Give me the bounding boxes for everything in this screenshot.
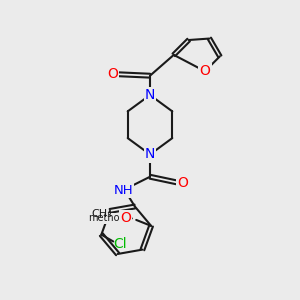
Text: Cl: Cl [113, 237, 127, 250]
Text: methoxy: methoxy [88, 213, 131, 224]
Text: O: O [120, 212, 131, 225]
Text: N: N [145, 88, 155, 102]
Text: O: O [120, 212, 131, 225]
Text: O: O [200, 64, 210, 78]
Text: N: N [145, 148, 155, 161]
Text: NH: NH [113, 184, 133, 196]
Text: CH₃: CH₃ [91, 209, 112, 219]
Text: O: O [177, 176, 188, 190]
Text: O: O [107, 67, 118, 81]
